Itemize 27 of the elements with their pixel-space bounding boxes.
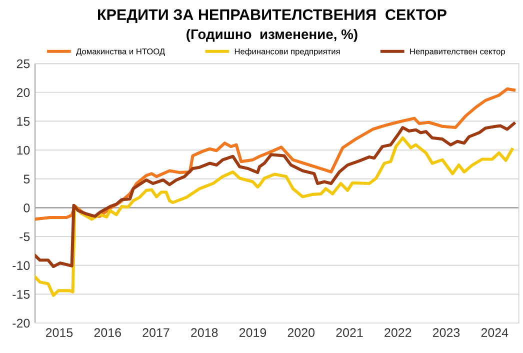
- x-tick-label: 2019: [239, 328, 266, 338]
- y-tick-label: -10: [12, 261, 30, 270]
- x-tick-label: 2020: [288, 328, 315, 338]
- chart-subtitle: (Годишно изменение, %): [186, 28, 358, 42]
- x-tick-label: 2024: [481, 328, 508, 338]
- y-tick-label: 15: [17, 117, 30, 126]
- y-tick-label: 0: [24, 203, 30, 212]
- y-tick-label: 20: [16, 88, 30, 98]
- y-tick-label: -15: [12, 290, 30, 299]
- x-tick-label: 2021: [336, 328, 363, 338]
- x-tick-label: 2018: [191, 328, 218, 338]
- x-tick-label: 2015: [46, 328, 73, 338]
- legend-label: Домакинства и НТООД: [76, 48, 165, 56]
- y-tick-label: 5: [24, 174, 30, 184]
- x-tick-label: 2017: [142, 328, 170, 338]
- chart-title: КРЕДИТИ ЗА НЕПРАВИТЕЛСТВЕНИЯ СЕКТОР: [98, 9, 446, 23]
- legend-label: Неправителствен сектор: [410, 48, 505, 56]
- x-tick-label: 2016: [94, 328, 121, 338]
- line-series: [35, 122, 516, 268]
- y-tick-label: 25: [16, 59, 30, 68]
- line-series: [35, 136, 514, 297]
- x-tick-label: 2022: [384, 328, 412, 338]
- y-tick-label: -5: [20, 232, 30, 242]
- y-tick-label: 10: [17, 146, 30, 155]
- x-tick-label: 2023: [432, 328, 460, 338]
- legend-label: Нефинансови предприятия: [234, 48, 340, 56]
- y-tick-label: -20: [12, 318, 30, 328]
